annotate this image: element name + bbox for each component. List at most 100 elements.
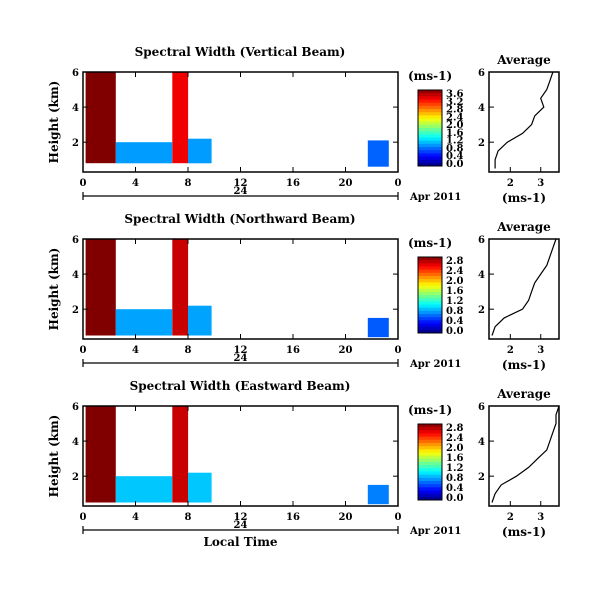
average-y-tick-label: 4: [478, 270, 485, 281]
colorbar-segment: [418, 269, 442, 274]
x-tick-label: 12: [234, 178, 248, 189]
colorbar-tick-label: 1.2: [446, 296, 463, 307]
date-label: Apr 2011: [409, 192, 461, 203]
colorbar-segment: [418, 295, 442, 299]
average-x-tick-label: 2: [507, 512, 514, 523]
colorbar-segment: [418, 147, 442, 151]
colorbar-tick-label: 2.0: [446, 276, 463, 287]
heatmap-cell: [188, 138, 212, 164]
colorbar-segment: [418, 115, 442, 119]
colorbar-segment: [418, 150, 442, 154]
y-tick-label: 6: [72, 402, 79, 413]
average-y-tick-label: 6: [478, 402, 485, 413]
colorbar-segment: [418, 128, 442, 132]
colorbar-segment: [418, 282, 442, 286]
average-x-tick-label: 3: [537, 345, 544, 356]
x-tick-label: 4: [132, 178, 139, 189]
x-tick-label: 0: [395, 512, 402, 523]
average-y-tick-label: 2: [478, 472, 485, 483]
average-y-tick-label: 4: [478, 103, 485, 114]
y-tick-label: 4: [72, 270, 79, 281]
panel-title: Spectral Width (Northward Beam): [124, 212, 355, 226]
x-tick-label: 20: [339, 512, 353, 523]
colorbar-segment: [418, 298, 442, 302]
average-plot-frame: [488, 71, 560, 173]
y-tick-label: 2: [72, 472, 79, 483]
colorbar-tick-label: 1.6: [446, 128, 463, 139]
colorbar-segment: [418, 291, 442, 296]
colorbar-frame: [417, 256, 443, 334]
heatmap-cell: [172, 406, 189, 503]
x-tick-label: 16: [286, 345, 300, 356]
heatmap-cell: [115, 142, 173, 164]
x-tick-label: 0: [80, 512, 87, 523]
colorbar-tick-label: 2.0: [446, 120, 463, 131]
colorbar-segment: [418, 276, 442, 280]
heatmap-cell: [188, 305, 212, 336]
colorbar-tick-label: 1.6: [446, 286, 463, 297]
y-tick-label: 4: [72, 103, 79, 114]
average-y-tick-label: 6: [478, 235, 485, 246]
average-y-tick-label: 4: [478, 437, 485, 448]
colorbar-segment: [418, 446, 442, 450]
colorbar-frame: [417, 89, 443, 167]
heatmap-cell: [172, 72, 189, 164]
colorbar-segment: [418, 301, 442, 305]
average-x-axis-label: (ms-1): [502, 525, 546, 539]
colorbar-tick-label: 0.8: [446, 306, 463, 317]
colorbar-segment: [418, 266, 442, 271]
colorbar-tick-label: 0.0: [446, 326, 463, 337]
heatmap-cell: [85, 406, 116, 503]
colorbar-segment: [418, 134, 442, 138]
colorbar-segment: [418, 487, 442, 491]
colorbar-segment: [418, 105, 442, 110]
y-tick-label: 2: [72, 138, 79, 149]
colorbar-segment: [418, 131, 442, 135]
date-mark-label: 24: [234, 186, 248, 197]
colorbar-segment: [418, 326, 442, 331]
x-tick-label: 0: [395, 345, 402, 356]
colorbar-segment: [418, 496, 442, 501]
date-label: Apr 2011: [409, 359, 461, 370]
date-label: Apr 2011: [409, 526, 461, 537]
colorbar-segment: [418, 323, 442, 328]
y-tick-label: 2: [72, 305, 79, 316]
panel-northward-beam: Spectral Width (Northward Beam)0 4 8 12 16 20…: [47, 212, 560, 372]
average-x-tick-label: 2: [507, 345, 514, 356]
colorbar-frame: [417, 423, 443, 501]
colorbar-segment: [418, 137, 442, 142]
y-axis-label: Height (km): [47, 248, 61, 331]
colorbar-segment: [418, 118, 442, 123]
colorbar-segment: [418, 307, 442, 312]
colorbar-segment: [418, 481, 442, 485]
colorbar-segment: [418, 140, 442, 145]
colorbar-segment: [418, 99, 442, 104]
panel-title: Spectral Width (Vertical Beam): [135, 45, 346, 59]
colorbar-segment: [418, 285, 442, 290]
colorbar-tick-label: 2.8: [446, 105, 463, 116]
colorbar-segment: [418, 272, 442, 277]
colorbar-segment: [418, 455, 442, 460]
x-axis-label: Local Time: [203, 535, 277, 549]
colorbar-tick-label: 2.8: [446, 256, 463, 267]
average-x-tick-label: 3: [537, 512, 544, 523]
colorbar-tick-label: 2.0: [446, 443, 463, 454]
colorbar-unit: (ms-1): [408, 403, 452, 417]
colorbar-segment: [418, 433, 442, 438]
colorbar-tick-label: 1.2: [446, 463, 463, 474]
x-tick-label: 8: [185, 178, 192, 189]
y-tick-label: 4: [72, 437, 79, 448]
heatmap-cell: [85, 72, 116, 164]
heatmap-cell: [85, 239, 116, 336]
average-profile-line: [491, 238, 557, 336]
x-tick-label: 16: [286, 178, 300, 189]
colorbar-segment: [418, 458, 442, 463]
colorbar-segment: [418, 310, 442, 315]
colorbar-segment: [418, 109, 442, 113]
date-mark-label: 24: [234, 520, 248, 531]
colorbar-tick-label: 0.8: [446, 143, 463, 154]
colorbar-tick-label: 0.4: [446, 483, 463, 494]
colorbar-segment: [418, 257, 442, 261]
colorbar-segment: [418, 112, 442, 116]
